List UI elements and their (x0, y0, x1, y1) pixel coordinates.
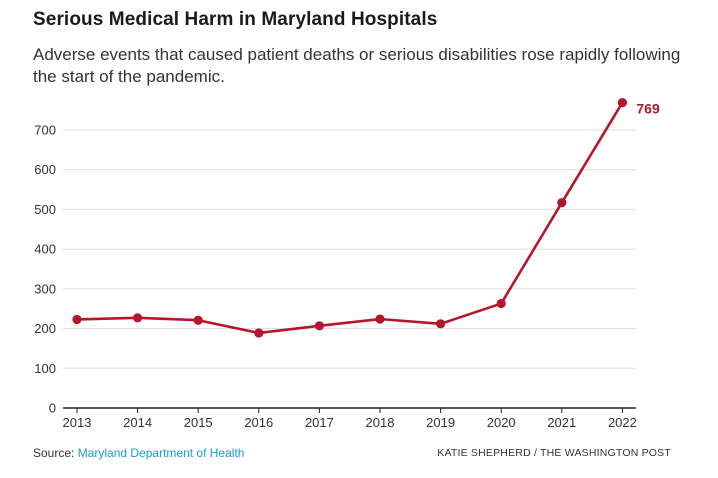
credit-line: KATIE SHEPHERD / THE WASHINGTON POST (437, 447, 671, 459)
x-tick-label-2013: 2013 (63, 415, 92, 430)
gridlines (63, 129, 636, 369)
data-point-2017 (314, 321, 324, 331)
x-tick-label-2014: 2014 (123, 415, 152, 430)
end-value-label: 769 (636, 101, 660, 117)
x-tick-label-2022: 2022 (608, 415, 637, 430)
x-tick-label-2016: 2016 (244, 415, 273, 430)
data-point-2013 (72, 314, 82, 325)
y-tick-label-200: 200 (34, 321, 56, 336)
source-note: Source: Maryland Department of Health (33, 446, 244, 460)
data-points (72, 97, 628, 338)
y-tick-label-700: 700 (34, 123, 56, 138)
x-axis: 2013 2014 2015 2016 2017 2018 2019 2020 2021 2022 (63, 407, 637, 430)
y-tick-label-600: 600 (34, 162, 56, 177)
data-point-2021 (557, 198, 567, 208)
y-tick-label-500: 500 (34, 202, 56, 217)
data-point-2016 (254, 328, 264, 338)
data-point-2018 (375, 314, 385, 324)
data-point-2015 (193, 315, 203, 325)
x-tick-label-2018: 2018 (366, 415, 395, 430)
series-line (76, 101, 624, 335)
chart-title: Serious Medical Harm in Maryland Hospita… (33, 9, 438, 30)
y-axis-ticks: 0 100 200 300 400 500 600 700 (34, 123, 56, 416)
x-tick-label-2019: 2019 (426, 415, 455, 430)
y-tick-label-400: 400 (34, 242, 56, 257)
x-tick-label-2015: 2015 (184, 415, 213, 430)
data-point-2014 (133, 313, 143, 323)
x-tick-label-2021: 2021 (547, 415, 576, 430)
y-tick-label-0: 0 (49, 401, 56, 416)
chart-subtitle: Adverse events that caused patient death… (33, 45, 681, 86)
source-link[interactable]: Maryland Department of Health (77, 446, 245, 460)
data-point-2022 (617, 97, 628, 108)
data-point-2020 (496, 298, 506, 309)
data-labels: 769 (636, 101, 660, 117)
x-tick-label-2020: 2020 (487, 415, 516, 430)
y-tick-label-300: 300 (34, 281, 56, 296)
data-point-2019 (436, 319, 446, 329)
y-tick-label-100: 100 (34, 361, 56, 376)
series-polyline (76, 101, 624, 335)
source-prefix: Source: (33, 446, 78, 460)
x-tick-label-2017: 2017 (305, 415, 334, 430)
